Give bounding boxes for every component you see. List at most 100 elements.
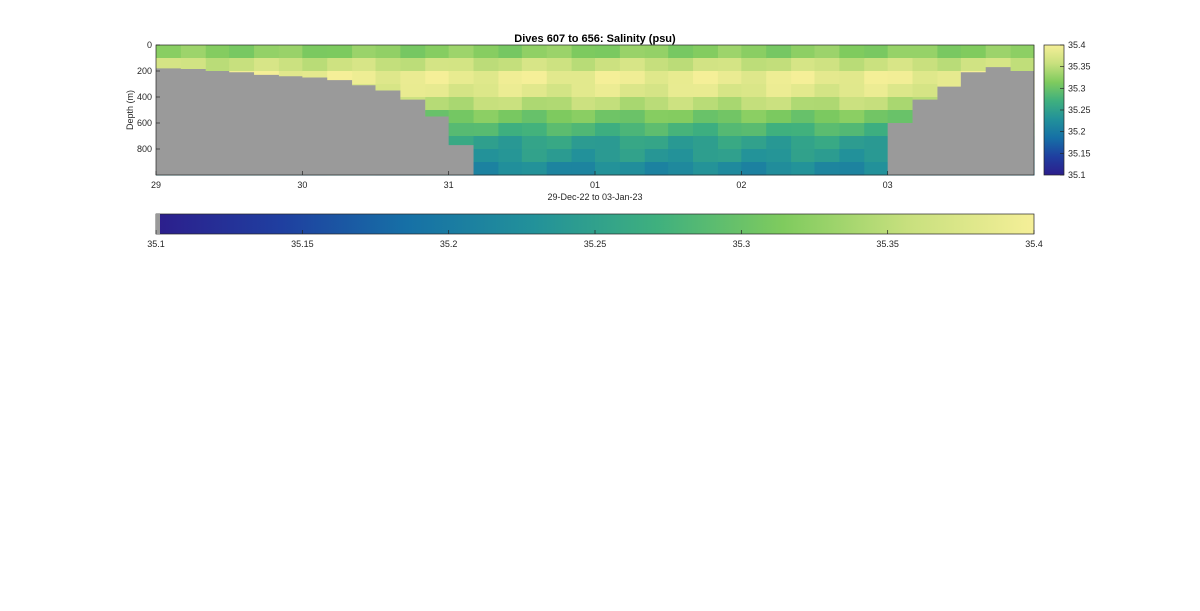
heatmap-cell — [521, 71, 548, 85]
heatmap-cell — [717, 123, 742, 137]
colorbar-tick-label: 35.35 — [1068, 62, 1091, 72]
heatmap-cell — [766, 84, 792, 98]
heatmap-cell — [425, 97, 450, 111]
colorbar-tick-label: 35.15 — [291, 239, 314, 249]
heatmap-cell — [619, 71, 646, 85]
heatmap-cell — [766, 110, 792, 124]
heatmap-cell — [693, 84, 719, 98]
heatmap-cell — [960, 58, 987, 72]
heatmap-cell — [546, 136, 573, 150]
heatmap-cell — [814, 162, 840, 176]
heatmap-cell — [352, 58, 376, 72]
heatmap-cell — [595, 84, 621, 98]
heatmap-cell — [156, 45, 182, 59]
heatmap-cell — [571, 123, 596, 137]
heatmap-cell — [619, 136, 646, 150]
heatmap-cell — [400, 45, 426, 59]
x-axis-label: 29-Dec-22 to 03-Jan-23 — [547, 192, 642, 202]
heatmap-cell — [693, 97, 719, 111]
heatmap-cell — [595, 110, 621, 124]
heatmap-cell — [327, 45, 353, 59]
colorbar-horizontal-ticks: 35.1 35.15 35.2 35.25 35.3 35.35 35.4 — [147, 230, 1043, 249]
heatmap-cell — [619, 110, 646, 124]
heatmap-cell — [619, 58, 646, 72]
colorbar-nodata-swatch — [156, 214, 160, 234]
heatmap-cell — [498, 97, 523, 111]
heatmap-cell — [546, 97, 573, 111]
heatmap-cell — [693, 149, 719, 163]
heatmap-cell — [521, 149, 548, 163]
heatmap-cell — [912, 84, 938, 98]
heatmap-cell — [546, 71, 573, 85]
heatmap-cell — [498, 110, 523, 124]
heatmap-cell — [814, 136, 840, 150]
colorbar-tick-label: 35.4 — [1068, 40, 1086, 50]
x-tick-label: 29 — [151, 180, 161, 190]
heatmap-cell — [766, 123, 792, 137]
heatmap-cell — [741, 136, 767, 150]
heatmap-cell — [595, 162, 621, 176]
heatmap-cell — [693, 58, 719, 72]
heatmap-cell — [375, 58, 401, 72]
heatmap-cell — [546, 45, 573, 59]
heatmap-cell — [448, 97, 475, 111]
colorbar-tick-label: 35.1 — [147, 239, 165, 249]
heatmap-cell — [741, 162, 767, 176]
heatmap-cell — [791, 162, 815, 176]
heatmap-cell — [887, 58, 914, 72]
heatmap-cell — [791, 123, 815, 137]
heatmap-cell — [595, 45, 621, 59]
colorbar-tick-label: 35.1 — [1068, 170, 1086, 180]
y-tick-label: 600 — [137, 118, 152, 128]
heatmap-cell — [473, 123, 499, 137]
heatmap-cell — [839, 84, 865, 98]
heatmap-cell — [375, 71, 401, 85]
heatmap-cell — [546, 162, 573, 176]
y-tick-label: 200 — [137, 66, 152, 76]
heatmap-cell — [180, 45, 207, 59]
heatmap-cell — [717, 58, 742, 72]
heatmap-cell — [717, 162, 742, 176]
heatmap-cell — [717, 71, 742, 85]
heatmap-cell — [864, 110, 889, 124]
heatmap-cell — [741, 123, 767, 137]
heatmap-cell — [546, 84, 573, 98]
heatmap-cell — [864, 162, 889, 176]
heatmap-cell — [766, 45, 792, 59]
heatmap-cell — [425, 58, 450, 72]
heatmap-cell — [766, 136, 792, 150]
heatmap-cell — [668, 162, 694, 176]
heatmap-cell — [595, 58, 621, 72]
heatmap-cell — [791, 58, 815, 72]
heatmap-cell — [619, 123, 646, 137]
heatmap-cell — [473, 110, 499, 124]
heatmap-cell — [278, 58, 303, 72]
heatmap-cell — [400, 84, 426, 98]
heatmap-cell — [619, 149, 646, 163]
heatmap-cell — [595, 123, 621, 137]
heatmap-cell — [717, 149, 742, 163]
y-axis-label: Depth (m) — [125, 90, 135, 130]
heatmap-cell — [375, 45, 401, 59]
heatmap-cell — [791, 45, 815, 59]
heatmap-cell — [717, 97, 742, 111]
heatmap-cell — [425, 71, 450, 85]
heatmap-cell — [741, 84, 767, 98]
heatmap-cell — [352, 71, 376, 85]
heatmap-cell — [498, 149, 523, 163]
heatmap-cell — [571, 149, 596, 163]
heatmap-cell — [571, 110, 596, 124]
heatmap-cell — [814, 84, 840, 98]
heatmap-cell — [400, 71, 426, 85]
heatmap-cell — [571, 97, 596, 111]
heatmap-cell — [839, 136, 865, 150]
heatmap-cell — [644, 149, 669, 163]
heatmap-cell — [229, 58, 255, 72]
heatmap-cell — [693, 71, 719, 85]
heatmap-cell — [644, 162, 669, 176]
heatmap-cell — [521, 136, 548, 150]
heatmap-cell — [960, 45, 987, 59]
heatmap-cell — [205, 45, 230, 59]
heatmap-cell — [498, 136, 523, 150]
heatmap-cell — [864, 149, 889, 163]
